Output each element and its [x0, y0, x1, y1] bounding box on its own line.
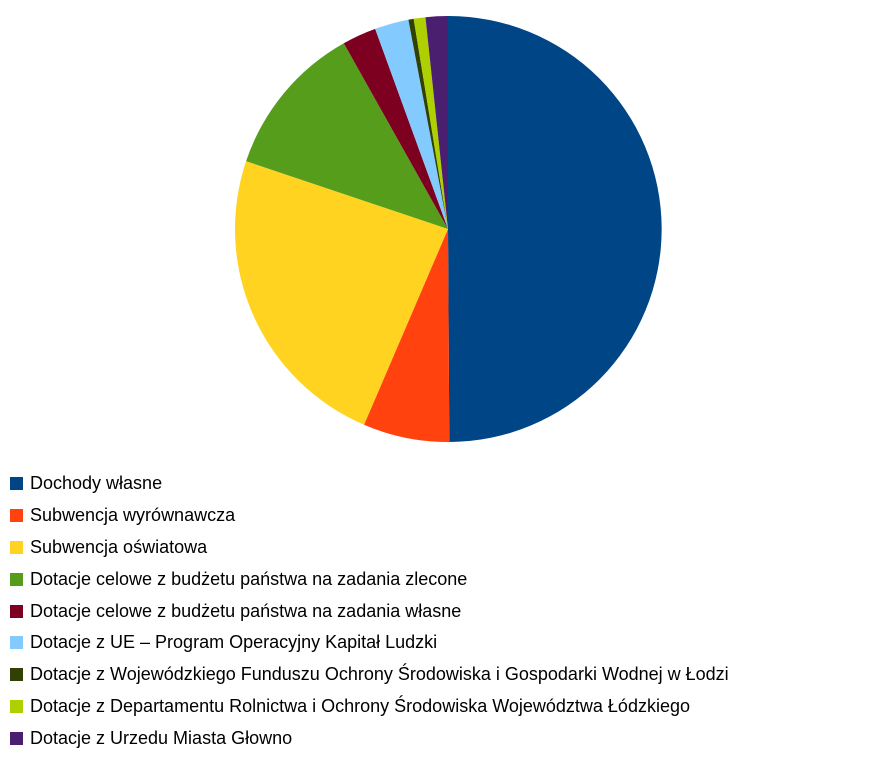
legend-swatch [10, 572, 23, 586]
legend-swatch [10, 731, 23, 745]
legend-item: Dotacje z Urzedu Miasta Głowno [10, 722, 729, 754]
pie-slice-4 [246, 43, 448, 229]
legend-swatch [10, 509, 23, 523]
legend-item: Dochody własne [10, 468, 729, 500]
pie-slice-3 [234, 161, 448, 425]
legend-swatch [10, 604, 23, 618]
legend-label: Dochody własne [30, 473, 163, 494]
legend-swatch [10, 636, 23, 650]
pie-chart [234, 15, 662, 443]
pie-slice-7 [408, 18, 448, 229]
pie-slice-8 [413, 17, 448, 229]
legend-label: Dotacje celowe z budżetu państwa na zada… [30, 600, 462, 621]
legend-label: Subwencja oświatowa [30, 536, 208, 557]
legend-item: Subwencja wyrównawcza [10, 500, 729, 532]
legend-swatch [10, 477, 23, 491]
legend-item: Dotacje z UE – Program Operacyjny Kapita… [10, 627, 729, 659]
legend-label: Dotacje z Wojewódzkiego Funduszu Ochrony… [30, 664, 729, 685]
legend-item: Dotacje z Wojewódzkiego Funduszu Ochrony… [10, 659, 729, 691]
legend-swatch [10, 668, 23, 682]
legend-label: Dotacje z Departamentu Rolnictwa i Ochro… [30, 695, 690, 716]
legend-label: Dotacje celowe z budżetu państwa na zada… [30, 568, 468, 589]
pie-slice-1 [448, 15, 662, 442]
legend-label: Subwencja wyrównawcza [30, 505, 236, 526]
chart-legend: Dochody własne Subwencja wyrównawcza Subwe… [10, 468, 729, 754]
legend-label: Dotacje z UE – Program Operacyjny Kapita… [30, 632, 438, 653]
pie-slice-6 [375, 19, 448, 230]
legend-swatch [10, 699, 23, 713]
pie-slice-9 [425, 15, 448, 229]
legend-item: Dotacje celowe z budżetu państwa na zada… [10, 563, 729, 595]
legend-swatch [10, 540, 23, 554]
pie-slice-5 [343, 28, 448, 229]
pie-slice-2 [364, 229, 450, 443]
legend-label: Dotacje z Urzedu Miasta Głowno [30, 727, 293, 748]
legend-item: Dotacje celowe z budżetu państwa na zada… [10, 595, 729, 627]
legend-item: Dotacje z Departamentu Rolnictwa i Ochro… [10, 691, 729, 723]
legend-item: Subwencja oświatowa [10, 532, 729, 564]
